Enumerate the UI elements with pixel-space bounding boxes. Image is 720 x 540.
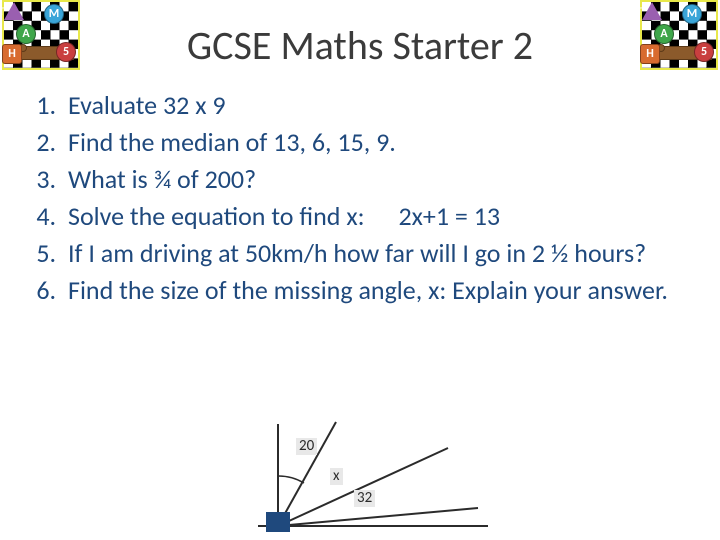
right-angle-square [266, 512, 290, 532]
question-5: If I am driving at 50km/h how far will I… [62, 236, 690, 271]
maths-logo-left: M A T H 5 [2, 0, 80, 70]
question-1: Evaluate 32 x 9 [62, 88, 690, 123]
badge-a: A [654, 24, 674, 44]
angle-diagram: 20 x 32 [258, 418, 488, 538]
logo-checker: M A T H 5 [640, 0, 718, 70]
badge-m: M [682, 4, 702, 24]
question-3: What is ¾ of 200? [62, 162, 690, 197]
question-list: Evaluate 32 x 9 Find the median of 13, 6… [62, 88, 690, 309]
question-6: Find the size of the missing angle, x: E… [62, 273, 690, 308]
badge-5: 5 [56, 42, 76, 62]
badge-h: H [2, 44, 22, 64]
badge-t: T [642, 2, 662, 20]
q4-equation: 2x+1 = 13 [398, 199, 500, 234]
angle-label-32: 32 [354, 490, 375, 507]
maths-logo-right: M A T H 5 [640, 0, 718, 70]
badge-5: 5 [694, 42, 714, 62]
badge-m: M [44, 4, 64, 24]
badge-h: H [640, 44, 660, 64]
badge-t: T [4, 2, 24, 20]
q4-text: Solve the equation to find x: [68, 200, 365, 232]
page-title: GCSE Maths Starter 2 [187, 21, 533, 70]
question-4: Solve the equation to find x: 2x+1 = 13 [62, 199, 690, 234]
badge-a: A [16, 24, 36, 44]
angle-label-x: x [330, 468, 343, 485]
logo-checker: M A T H 5 [2, 0, 80, 70]
angle-label-20: 20 [296, 438, 317, 455]
question-2: Find the median of 13, 6, 15, 9. [62, 125, 690, 160]
